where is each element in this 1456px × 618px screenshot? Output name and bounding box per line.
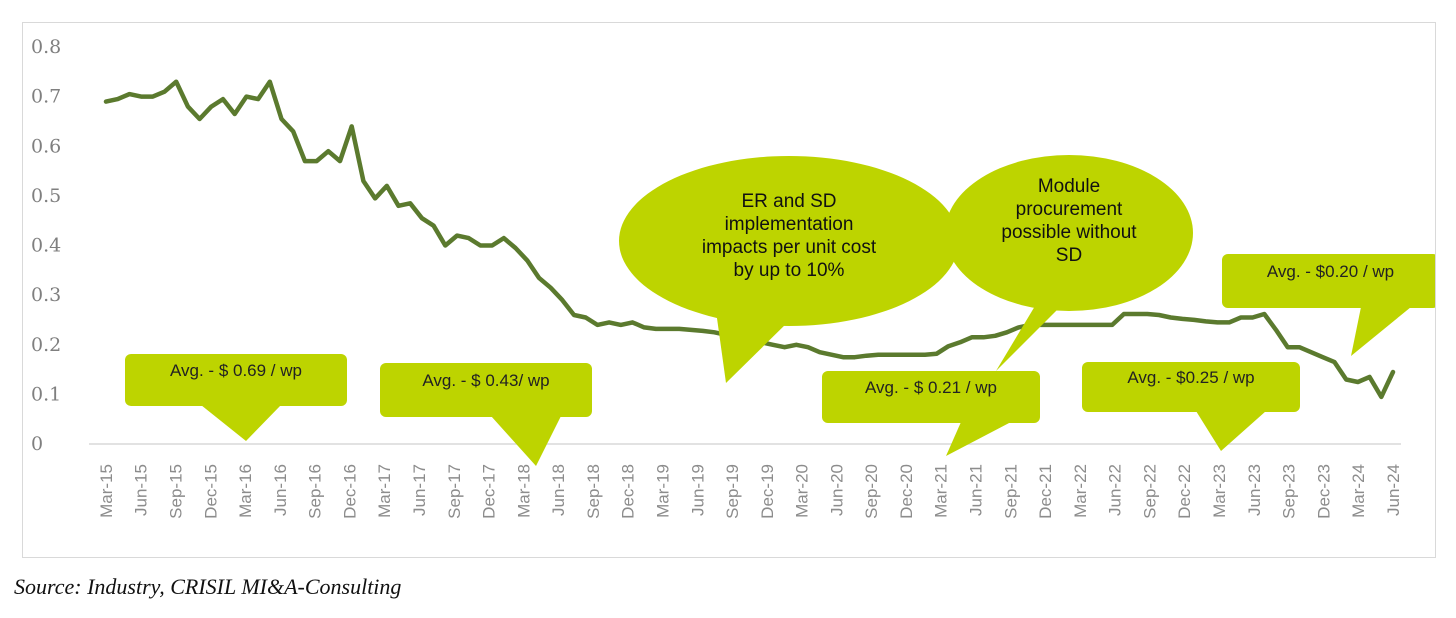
x-tick-label: Dec-22 bbox=[1175, 464, 1194, 519]
x-tick-label: Mar-20 bbox=[793, 464, 812, 518]
speech-bubble-line: procurement bbox=[1016, 199, 1123, 220]
callout-avg-043: Avg. - $ 0.43/ wp bbox=[380, 363, 592, 466]
x-tick-label: Mar-16 bbox=[236, 464, 255, 518]
x-tick-label: Sep-17 bbox=[445, 464, 464, 519]
x-tick-label: Dec-16 bbox=[340, 464, 359, 519]
x-tick-label: Jun-17 bbox=[410, 464, 429, 516]
source-note: Source: Industry, CRISIL MI&A-Consulting bbox=[14, 574, 402, 599]
x-tick-label: Jun-19 bbox=[688, 464, 707, 516]
callout-box bbox=[822, 371, 1040, 423]
speech-bubble-tail bbox=[996, 296, 1066, 371]
x-tick-label: Jun-21 bbox=[967, 464, 986, 516]
callout-pointer bbox=[1196, 411, 1266, 451]
speech-bubble-line: ER and SD bbox=[741, 191, 836, 212]
speech-bubble-line: implementation bbox=[725, 214, 854, 235]
callout-avg-021: Avg. - $ 0.21 / wp bbox=[822, 371, 1040, 456]
callout-layer: Avg. - $ 0.69 / wp Avg. - $ 0.43/ wp Avg. … bbox=[125, 155, 1435, 466]
x-tick-label: Jun-23 bbox=[1245, 464, 1264, 516]
x-tick-label: Jun-15 bbox=[132, 464, 151, 516]
speech-bubble-line: SD bbox=[1056, 245, 1082, 266]
speech-bubble-line: Module bbox=[1038, 176, 1100, 197]
callout-box bbox=[1082, 362, 1300, 412]
x-tick-label: Mar-24 bbox=[1349, 464, 1368, 518]
speech-bubble-line: by up to 10% bbox=[734, 260, 845, 281]
callout-label: Avg. - $ 0.43/ wp bbox=[422, 371, 549, 390]
callout-label: Avg. - $ 0.69 / wp bbox=[170, 361, 302, 380]
x-tick-label: Mar-15 bbox=[97, 464, 116, 518]
y-tick-label: 0.3 bbox=[31, 284, 61, 306]
x-tick-label: Dec-19 bbox=[758, 464, 777, 519]
callout-pointer bbox=[946, 422, 1011, 456]
callout-label: Avg. - $0.25 / wp bbox=[1127, 368, 1254, 387]
x-tick-label: Dec-21 bbox=[1036, 464, 1055, 519]
callout-avg-020: Avg. - $0.20 / wp bbox=[1222, 254, 1435, 356]
x-tick-label: Sep-19 bbox=[723, 464, 742, 519]
y-tick-label: 0.8 bbox=[31, 36, 61, 58]
x-tick-label: Sep-15 bbox=[167, 464, 186, 519]
x-tick-label: Jun-18 bbox=[549, 464, 568, 516]
x-tick-label: Sep-22 bbox=[1140, 464, 1159, 519]
x-tick-label: Dec-17 bbox=[480, 464, 499, 519]
callout-box bbox=[1222, 254, 1435, 308]
callout-avg-025: Avg. - $0.25 / wp bbox=[1082, 362, 1300, 451]
x-tick-label: Jun-22 bbox=[1106, 464, 1125, 516]
x-tick-label: Sep-20 bbox=[862, 464, 881, 519]
x-tick-label: Mar-23 bbox=[1210, 464, 1229, 518]
x-tick-label: Sep-16 bbox=[306, 464, 325, 519]
callout-pointer bbox=[491, 416, 561, 466]
x-tick-label: Dec-23 bbox=[1314, 464, 1333, 519]
x-tick-label: Sep-23 bbox=[1280, 464, 1299, 519]
x-tick-label: Mar-21 bbox=[932, 464, 951, 518]
x-tick-label: Dec-20 bbox=[897, 464, 916, 519]
speech-bubble-line: possible without bbox=[1001, 222, 1137, 243]
speech-bubble bbox=[619, 156, 959, 326]
y-tick-label: 0.5 bbox=[31, 185, 61, 207]
line-chart: 0 0.1 0.2 0.3 0.4 0.5 0.6 0.7 0.8 Mar-15 Jun-15 Sep… bbox=[31, 36, 1435, 519]
x-tick-label: Mar-19 bbox=[653, 464, 672, 518]
speech-bubble-line: impacts per unit cost bbox=[702, 237, 877, 258]
callout-box bbox=[125, 354, 347, 406]
y-tick-label: 0.1 bbox=[31, 383, 61, 405]
x-tick-label: Sep-21 bbox=[1001, 464, 1020, 519]
y-tick-label: 0.2 bbox=[31, 334, 61, 356]
x-tick-label: Dec-15 bbox=[201, 464, 220, 519]
y-tick-label: 0.4 bbox=[31, 235, 61, 257]
callout-label: Avg. - $ 0.21 / wp bbox=[865, 378, 997, 397]
y-tick-label: 0 bbox=[31, 433, 43, 455]
y-tick-label: 0.7 bbox=[31, 86, 61, 108]
axis-layer: 0 0.1 0.2 0.3 0.4 0.5 0.6 0.7 0.8 Mar-15 Jun-15 Sep… bbox=[31, 36, 1403, 519]
callout-box bbox=[380, 363, 592, 417]
speech-bubble bbox=[945, 155, 1193, 311]
callout-label: Avg. - $0.20 / wp bbox=[1267, 262, 1394, 281]
x-tick-label: Dec-18 bbox=[619, 464, 638, 519]
x-tick-label: Jun-24 bbox=[1384, 464, 1403, 516]
callout-pointer bbox=[1351, 307, 1411, 356]
chart-frame: 0 0.1 0.2 0.3 0.4 0.5 0.6 0.7 0.8 Mar-15 Jun-15 Sep… bbox=[22, 22, 1436, 558]
callout-pointer bbox=[201, 405, 281, 441]
x-tick-label: Sep-18 bbox=[584, 464, 603, 519]
callout-avg-069: Avg. - $ 0.69 / wp bbox=[125, 354, 347, 441]
x-tick-label: Mar-17 bbox=[375, 464, 394, 518]
x-tick-label: Mar-22 bbox=[1071, 464, 1090, 518]
x-tick-label: Jun-20 bbox=[827, 464, 846, 516]
x-tick-label: Mar-18 bbox=[514, 464, 533, 518]
x-tick-label: Jun-16 bbox=[271, 464, 290, 516]
y-tick-label: 0.6 bbox=[31, 135, 61, 157]
speech-bubble-tail bbox=[716, 311, 791, 383]
